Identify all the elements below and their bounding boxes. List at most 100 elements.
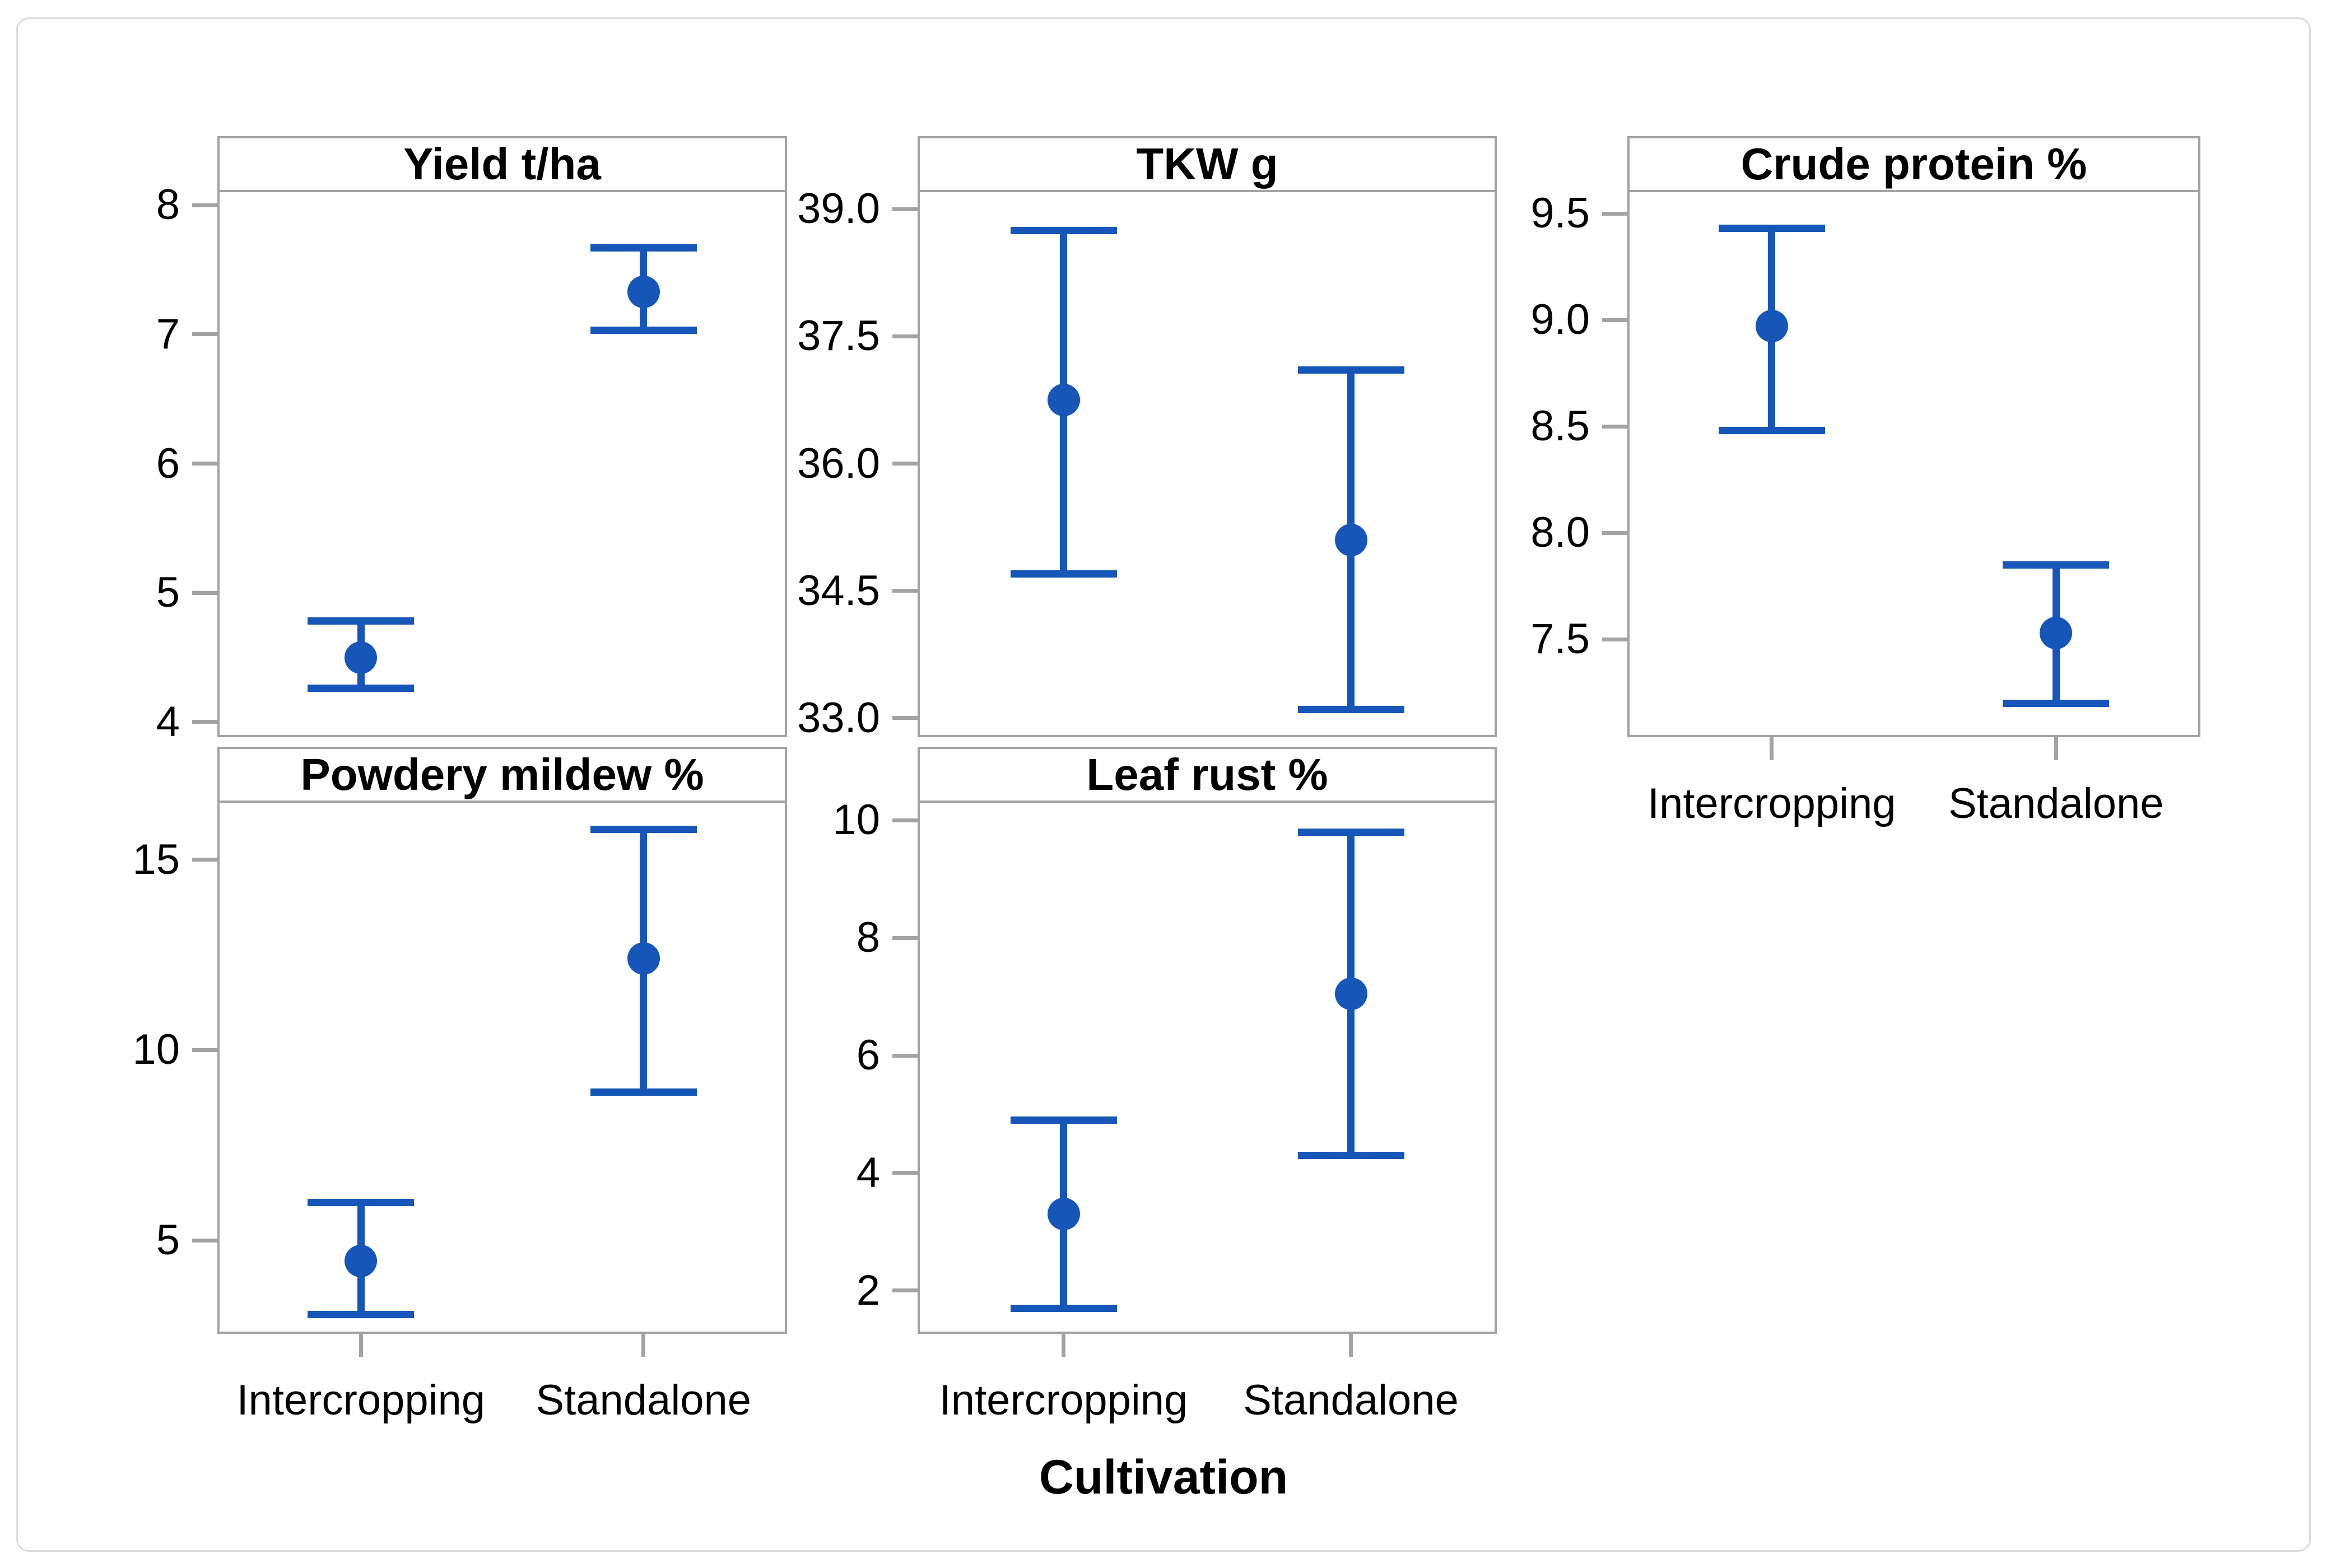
y-tick-label: 10: [132, 1026, 180, 1074]
y-tick: [892, 1171, 918, 1175]
y-tick: [192, 332, 217, 337]
y-tick-label: 9.5: [1530, 189, 1590, 237]
mean-marker: [1334, 523, 1367, 556]
x-tick: [641, 1332, 646, 1357]
y-tick: [1602, 211, 1627, 216]
error-bar-cap-bottom: [590, 327, 697, 334]
y-tick: [892, 462, 918, 466]
y-tick-label: 8: [156, 181, 180, 229]
y-tick: [892, 1288, 918, 1293]
y-tick-label: 2: [856, 1266, 880, 1314]
mean-marker: [627, 275, 660, 308]
y-tick-label: 4: [156, 697, 180, 746]
error-bar-cap-top: [1010, 1116, 1117, 1124]
y-tick: [892, 334, 918, 338]
y-tick: [192, 1238, 217, 1243]
x-tick: [359, 1332, 363, 1357]
category-label: Intercropping: [1647, 780, 1896, 827]
y-tick: [892, 936, 918, 940]
mean-marker: [1047, 1198, 1080, 1231]
y-tick-label: 8.5: [1530, 402, 1590, 450]
panel-header: Powdery mildew %: [220, 749, 785, 803]
panel-header: Yield t/ha: [220, 138, 785, 192]
mean-marker: [345, 641, 378, 674]
y-tick: [892, 1053, 918, 1058]
y-tick: [1602, 531, 1627, 535]
y-tick-label: 5: [156, 1216, 180, 1264]
y-tick: [1602, 637, 1627, 641]
panel-title: Yield t/ha: [403, 139, 601, 189]
y-tick: [892, 716, 918, 720]
y-tick-label: 7.5: [1530, 615, 1590, 663]
error-bar-cap-bottom: [1297, 1151, 1404, 1159]
error-bar-cap-bottom: [308, 1310, 415, 1318]
y-tick-label: 8: [856, 914, 880, 962]
error-bar-cap-bottom: [1297, 706, 1404, 714]
y-tick-label: 9.0: [1530, 296, 1590, 343]
y-tick-label: 10: [832, 796, 880, 844]
panel-tkw-g: TKW g 33.0 34.5 36.0 37.5 39.0: [797, 136, 1497, 742]
mean-marker: [1334, 977, 1367, 1010]
mean-marker: [1755, 310, 1788, 343]
panel-title: Powdery mildew %: [300, 750, 704, 799]
y-tick-label: 8.0: [1530, 509, 1590, 556]
mean-marker: [627, 942, 660, 975]
y-tick: [1602, 424, 1627, 429]
panel-yield-t-ha: Yield t/ha 4 5 6 7 8: [156, 136, 787, 746]
y-tick-label: 37.5: [797, 312, 880, 360]
error-bar-cap-top: [1297, 828, 1404, 836]
y-tick-label: 6: [856, 1031, 880, 1080]
x-tick: [1349, 1332, 1353, 1357]
error-bar-cap-bottom: [1010, 1304, 1117, 1312]
y-tick: [892, 589, 918, 593]
y-tick-label: 4: [856, 1148, 880, 1197]
panel-title: Leaf rust %: [1086, 750, 1328, 799]
error-bar-cap-bottom: [2003, 699, 2110, 707]
error-bar-cap-bottom: [308, 685, 415, 692]
panel-title: TKW g: [1136, 139, 1278, 189]
category-label: Standalone: [536, 1376, 752, 1424]
category-label: Standalone: [1948, 780, 2164, 827]
y-tick: [892, 207, 918, 211]
y-tick-label: 33.0: [797, 694, 880, 742]
y-tick: [192, 590, 217, 595]
error-bar-cap-bottom: [1010, 570, 1117, 578]
y-tick-label: 6: [156, 439, 180, 487]
x-tick: [2054, 735, 2058, 760]
error-bar-cap-top: [2003, 561, 2110, 569]
error-bar-cap-top: [590, 826, 697, 834]
panel-header: Leaf rust %: [920, 749, 1495, 803]
error-bar-cap-top: [308, 617, 415, 625]
y-tick-label: 5: [156, 569, 180, 617]
mean-marker: [345, 1245, 378, 1278]
error-bar-cap-top: [308, 1198, 415, 1206]
y-tick-label: 15: [132, 835, 180, 883]
mean-marker: [2040, 616, 2073, 649]
x-tick: [1062, 1332, 1065, 1357]
error-bar-cap-top: [1010, 226, 1117, 234]
category-label: Standalone: [1243, 1376, 1459, 1424]
error-bar-cap-top: [1297, 366, 1404, 374]
y-tick-label: 36.0: [797, 439, 880, 487]
category-label: Intercropping: [236, 1376, 486, 1424]
y-tick: [192, 1048, 217, 1052]
panel-leaf-rust: Leaf rust % 2 4 6 8 10 Intercropping Standalone: [832, 747, 1497, 1424]
y-tick-label: 34.5: [797, 566, 880, 615]
y-tick: [192, 720, 217, 724]
error-bar-cap-top: [1718, 225, 1825, 232]
panel-header: Crude protein %: [1630, 138, 2198, 192]
panel-title: Crude protein %: [1740, 139, 2087, 189]
error-bar-cap-top: [590, 244, 697, 252]
y-tick: [192, 203, 217, 207]
y-tick-label: 7: [156, 310, 180, 358]
mean-marker: [1047, 383, 1080, 416]
y-tick: [192, 462, 217, 466]
category-label: Intercropping: [939, 1376, 1188, 1424]
error-bar-cap-bottom: [1718, 427, 1825, 435]
panel-powdery-mildew: Powdery mildew % 5 10 15 Intercropping Standa…: [132, 747, 787, 1424]
x-tick: [1770, 735, 1774, 760]
error-bar-cap-bottom: [590, 1088, 697, 1096]
x-axis-title: Cultivation: [1039, 1450, 1288, 1504]
y-tick: [192, 858, 217, 862]
